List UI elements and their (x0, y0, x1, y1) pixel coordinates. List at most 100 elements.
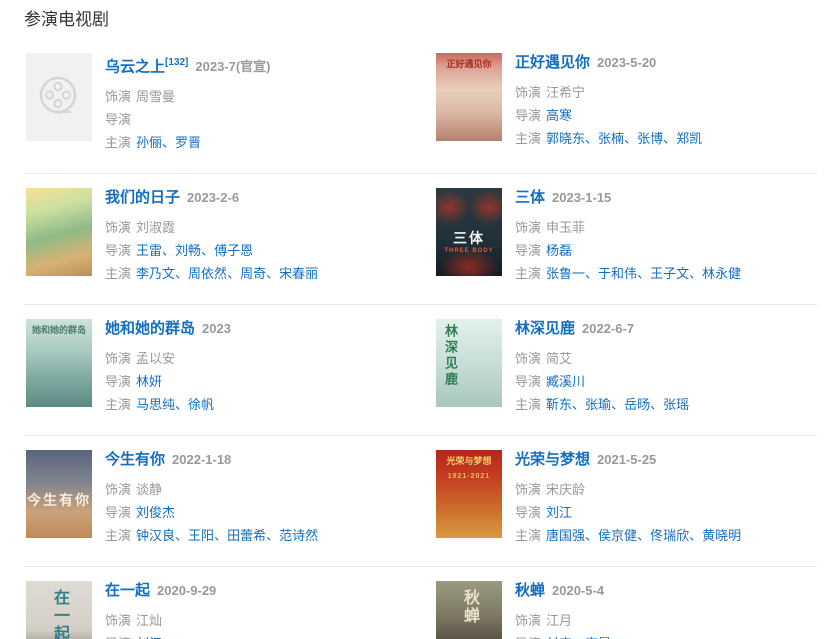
person-link[interactable]: 刘俊杰 (136, 505, 176, 521)
director-label: 导演 (105, 243, 132, 259)
release-date: 2023-5-20 (597, 55, 657, 70)
director-label: 导演 (105, 112, 132, 128)
person-link[interactable]: 范诗然 (279, 528, 319, 544)
person-link[interactable]: 张博 (637, 131, 664, 146)
person-link[interactable]: 侯京健 (598, 528, 638, 544)
person-link[interactable]: 张鲁一 (546, 266, 586, 282)
person-link[interactable]: 靳东 (546, 397, 573, 413)
person-link[interactable]: 于和伟 (598, 266, 638, 282)
person-link[interactable]: 林妍 (136, 374, 163, 390)
person-link[interactable]: 王阳 (188, 528, 215, 544)
drama-entry: 林深见鹿 林深见鹿 2022-6-7 饰演 简艾 导演 臧溪川 主演 靳东、张瑜、岳旸、… (434, 319, 817, 416)
person-link[interactable]: 付宁 (546, 636, 572, 639)
person-link[interactable]: 刘江 (546, 505, 573, 521)
drama-poster[interactable]: 她和她的群岛 (26, 319, 92, 408)
role-name: 汪希宁 (546, 85, 586, 100)
person-link[interactable]: 臧溪川 (546, 374, 586, 390)
release-date: 2023-7(官宣) (195, 59, 271, 75)
person-link[interactable]: 孙俪 (136, 135, 163, 151)
starring-label: 主演 (105, 397, 132, 413)
title-line: 三体 2023-1-15 (515, 189, 741, 207)
director-links: 付宁、李昂 (546, 636, 611, 639)
drama-title-link[interactable]: 在一起 (105, 582, 151, 600)
starring-label: 主演 (105, 528, 132, 544)
person-link[interactable]: 张瑶 (663, 397, 690, 413)
role-name: 周雪曼 (136, 89, 176, 105)
person-link[interactable]: 唐国强 (546, 528, 586, 544)
starring-row: 主演 郭晓东、张楠、张博、郑凯 (515, 127, 702, 150)
person-link[interactable]: 林永健 (702, 266, 742, 282)
person-link[interactable]: 李昂 (585, 636, 611, 639)
drama-title-link[interactable]: 正好遇见你 (515, 54, 591, 71)
drama-poster[interactable] (26, 188, 92, 277)
role-label: 饰演 (105, 220, 132, 236)
person-link[interactable]: 郑凯 (676, 131, 703, 146)
title-line: 她和她的群岛 2023 (105, 320, 231, 338)
person-link[interactable]: 周奇 (240, 266, 267, 282)
role-row: 饰演 江灿 (105, 609, 318, 632)
director-links: 刘俊杰 (136, 505, 175, 520)
poster-title-text: 在一起 (51, 589, 68, 639)
role-name: 宋庆龄 (546, 482, 586, 498)
drama-title-link[interactable]: 光荣与梦想 (515, 451, 591, 469)
person-link[interactable]: 钟汉良 (136, 528, 176, 544)
director-label: 导演 (105, 636, 131, 639)
release-date: 2023-1-15 (552, 190, 612, 206)
starring-row: 主演 唐国强、侯京健、佟瑞欣、黄晓明 (515, 524, 741, 547)
drama-info: 林深见鹿 2022-6-7 饰演 简艾 导演 臧溪川 主演 靳东、张瑜、岳旸、张瑶 (515, 319, 689, 416)
person-link[interactable]: 傅子恩 (214, 243, 254, 259)
starring-label: 主演 (105, 266, 132, 282)
person-link[interactable]: 杨磊 (546, 243, 573, 259)
person-link[interactable]: 周依然 (188, 266, 228, 282)
director-label: 导演 (515, 505, 542, 521)
person-link[interactable]: 王雷 (136, 243, 163, 259)
starring-label: 主演 (515, 397, 542, 413)
drama-title-link[interactable]: 秋蝉 (515, 582, 546, 600)
role-row: 饰演 宋庆龄 (515, 478, 741, 501)
drama-poster[interactable]: 在一起 (26, 581, 92, 639)
drama-poster[interactable]: 今生有你 (26, 450, 92, 539)
person-link[interactable]: 田蕾希 (227, 528, 267, 544)
poster-title-text: 今生有你 (27, 491, 91, 508)
person-link[interactable]: 刘畅 (175, 243, 202, 259)
person-link[interactable]: 李乃文 (136, 266, 176, 282)
drama-poster[interactable]: 三体 THREE BODY (436, 188, 502, 277)
person-link[interactable]: 宋春丽 (279, 266, 319, 282)
title-line: 今生有你 2022-1-18 (105, 451, 318, 469)
person-link[interactable]: 刘江 (136, 636, 162, 639)
drama-poster[interactable] (26, 53, 92, 141)
cast-links: 马思纯、徐帆 (136, 397, 215, 413)
person-link[interactable]: 马思纯 (136, 397, 176, 413)
release-date: 2022-1-18 (172, 452, 232, 468)
drama-title-link[interactable]: 我们的日子 (105, 189, 181, 207)
drama-title-link[interactable]: 她和她的群岛 (105, 320, 196, 338)
drama-title-link[interactable]: 今生有你 (105, 451, 166, 469)
drama-poster[interactable]: 秋蝉 (436, 581, 502, 639)
person-link[interactable]: 张瑜 (585, 397, 612, 413)
person-link[interactable]: 高寒 (546, 108, 573, 123)
director-row: 导演刘江 (515, 501, 741, 524)
drama-title-link[interactable]: 林深见鹿 (515, 320, 576, 338)
cast-links: 郭晓东、张楠、张博、郑凯 (546, 131, 703, 146)
drama-title-link[interactable]: 三体 (515, 189, 546, 207)
reference-sup[interactable]: [132] (165, 57, 189, 68)
drama-poster[interactable]: 光荣与梦想 1921-2021 (436, 450, 502, 539)
person-link[interactable]: 岳旸 (624, 397, 651, 413)
person-link[interactable]: 佟瑞欣 (650, 528, 690, 544)
person-link[interactable]: 徐帆 (188, 397, 215, 413)
section-title: 参演电视剧 (24, 10, 109, 29)
drama-title-link[interactable]: 乌云之上 (105, 58, 166, 76)
person-link[interactable]: 王子文 (650, 266, 690, 282)
person-link[interactable]: 罗晋 (175, 135, 202, 151)
director-row: 导演 刘江 (105, 632, 318, 639)
person-link[interactable]: 郭晓东 (546, 131, 586, 146)
drama-row: 她和她的群岛 她和她的群岛 2023 饰演 孟以安 导演 林妍 主演 马思纯、徐帆 林深… (24, 305, 817, 437)
director-links: 刘江 (136, 636, 162, 639)
drama-poster[interactable]: 林深见鹿 (436, 319, 502, 408)
person-link[interactable]: 黄晓明 (702, 528, 742, 544)
title-line: 林深见鹿 2022-6-7 (515, 320, 689, 338)
drama-poster[interactable]: 正好遇见你 (436, 53, 502, 141)
person-link[interactable]: 张楠 (598, 131, 625, 146)
